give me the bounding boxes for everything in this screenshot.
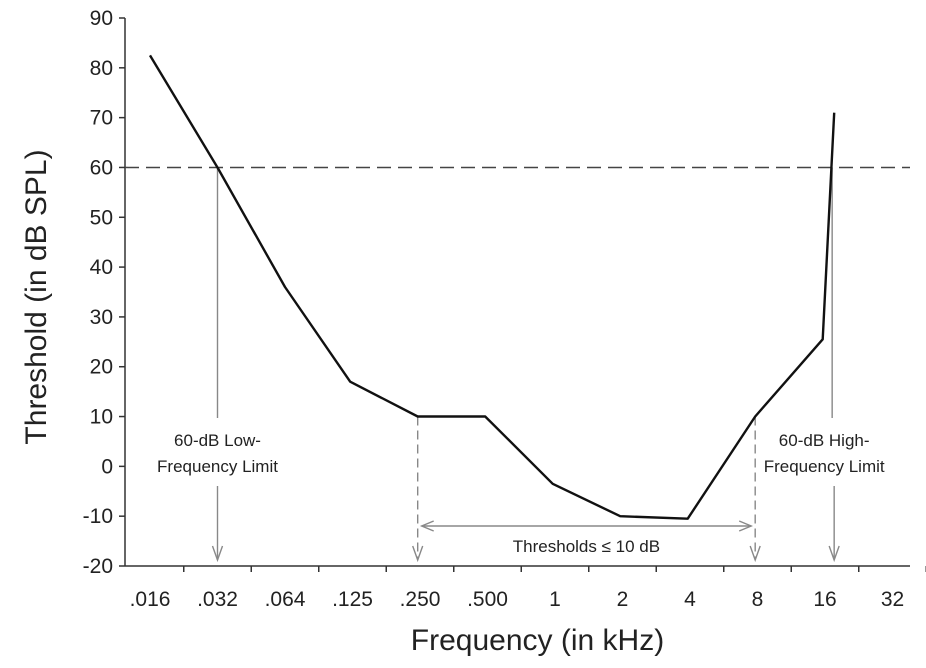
range-start-arrow-head (412, 545, 424, 563)
plot-area: -20 -10 0 10 20 30 40 50 60 70 80 90 .016 .032 .064 .12… (83, 7, 926, 611)
y-tick-label: 60 (90, 156, 113, 179)
y-tick-label: 80 (90, 57, 113, 80)
y-tick-label: -10 (83, 505, 113, 528)
x-tick-label: .500 (467, 588, 508, 611)
x-tick-label: .064 (265, 588, 306, 611)
range-end-arrow-head (749, 545, 761, 563)
x-tick-label: 32 (881, 588, 904, 611)
x-tick-label: .250 (400, 588, 441, 611)
y-tick-label: 30 (90, 306, 113, 329)
range-span-head-left (419, 520, 434, 532)
x-tick-label: .125 (332, 588, 373, 611)
x-tick-label: 2 (617, 588, 629, 611)
y-axis-title: Threshold (in dB SPL) (20, 149, 53, 444)
y-tick-label: 20 (90, 356, 113, 379)
high-limit-arrow-head (828, 545, 840, 563)
low-limit-arrow-head (211, 545, 224, 563)
range-label: Thresholds ≤ 10 dB (513, 537, 660, 556)
threshold-curve (148, 54, 836, 520)
x-tick-label: .032 (197, 588, 238, 611)
range-span-head-right (738, 520, 754, 532)
x-tick-label: .016 (130, 588, 171, 611)
annotations: 60-dB Low- Frequency Limit 60-dB High- F… (157, 431, 885, 556)
x-axis-title: Frequency (in kHz) (411, 624, 664, 657)
y-tick-label: 10 (90, 406, 113, 429)
y-tick-label: 90 (90, 7, 113, 30)
low-limit-label-line2: Frequency Limit (157, 457, 278, 476)
high-limit-label-line1: 60-dB High- (779, 431, 870, 450)
x-tick-label: 16 (813, 588, 836, 611)
high-limit-label-line2: Frequency Limit (764, 457, 885, 476)
x-tick-label: 1 (549, 588, 561, 611)
y-tick-label: -20 (83, 555, 113, 578)
y-tick-label: 0 (101, 455, 113, 478)
y-tick-label: 40 (90, 256, 113, 279)
y-tick-label: 50 (90, 206, 113, 229)
low-limit-label-line1: 60-dB Low- (174, 431, 261, 450)
x-tick-label: 8 (752, 588, 764, 611)
y-tick-label: 70 (90, 107, 113, 130)
x-tick-label: 4 (684, 588, 696, 611)
